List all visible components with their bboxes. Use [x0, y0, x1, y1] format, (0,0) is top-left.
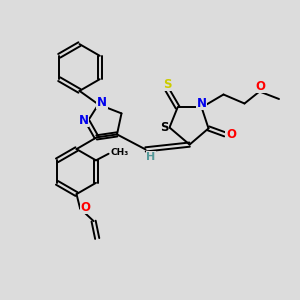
Text: N: N [78, 114, 88, 127]
Text: N: N [97, 95, 107, 109]
Text: CH₃: CH₃ [110, 148, 129, 157]
Text: O: O [256, 80, 266, 93]
Text: S: S [163, 77, 171, 91]
Text: O: O [226, 128, 236, 141]
Text: H: H [146, 152, 155, 162]
Text: S: S [160, 121, 168, 134]
Text: N: N [196, 97, 207, 110]
Text: O: O [80, 201, 91, 214]
